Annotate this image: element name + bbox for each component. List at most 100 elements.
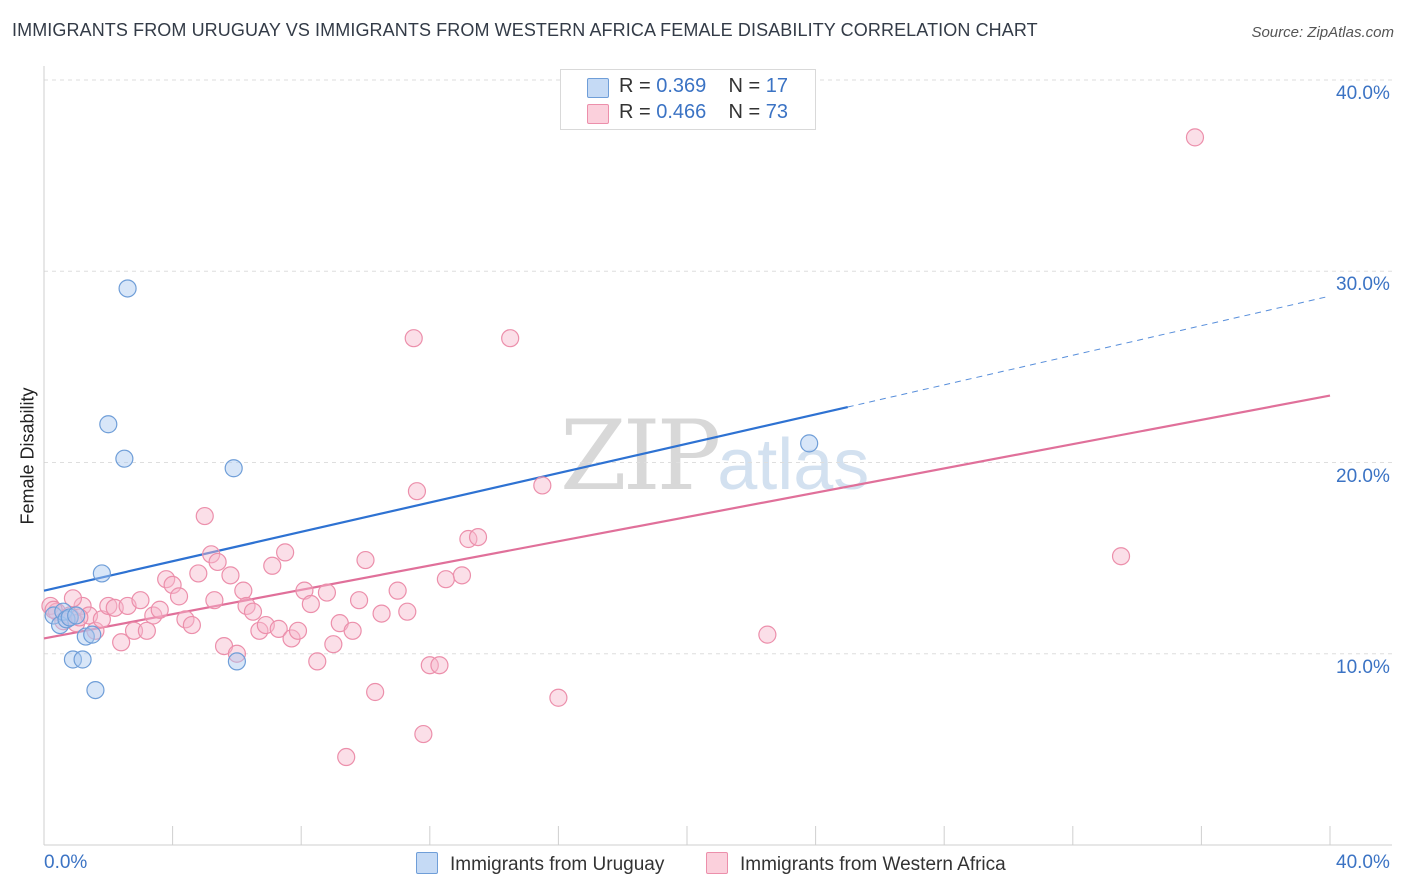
point-western-africa-17 [150, 600, 169, 619]
point-western-africa-45 [324, 635, 343, 654]
n-value-uruguay: 17 [765, 75, 789, 97]
point-western-africa-9 [99, 596, 118, 616]
n-value-western-africa: 73 [765, 101, 789, 123]
point-western-africa-31 [234, 581, 253, 600]
bottom-legend-label-western-africa: Immigrants from Western Africa [740, 854, 1006, 875]
legend-swatch-western-africa [587, 104, 609, 124]
point-uruguay-14 [118, 279, 137, 298]
watermark-atlas: atlas [717, 425, 870, 505]
bottom-legend-swatch-western-africa [706, 852, 728, 874]
point-uruguay-3 [57, 610, 76, 629]
point-western-africa-49 [349, 591, 369, 610]
point-western-africa-61 [452, 566, 472, 585]
point-uruguay-7 [73, 650, 92, 669]
point-western-africa-64 [501, 329, 520, 348]
source-label: Source: ZipAtlas.com [1251, 24, 1394, 41]
point-uruguay-6 [67, 606, 86, 625]
point-western-africa-68 [1111, 547, 1131, 566]
point-western-africa-29 [221, 566, 240, 585]
point-western-africa-58 [420, 656, 439, 675]
r-label: R = [619, 75, 651, 97]
n-label: N = [728, 75, 761, 97]
point-western-africa-48 [343, 621, 362, 640]
point-uruguay-15 [224, 459, 243, 478]
point-western-africa-52 [372, 604, 391, 623]
point-western-africa-57 [414, 724, 433, 744]
point-western-africa-13 [124, 621, 144, 640]
trend-line-1 [43, 394, 1331, 640]
point-western-africa-42 [301, 594, 320, 614]
y-tick-label-1: 20.0% [1336, 465, 1390, 487]
point-western-africa-26 [205, 591, 224, 610]
point-uruguay-8 [76, 627, 95, 646]
point-uruguay-16 [227, 652, 246, 671]
axes [43, 66, 1392, 846]
point-western-africa-43 [308, 652, 327, 671]
r-value-uruguay: 0.369 [656, 75, 707, 97]
point-western-africa-54 [398, 602, 417, 621]
correlation-legend: R = 0.369 N = 17 R = 0.466 N = 73 [560, 69, 816, 130]
point-western-africa-65 [533, 476, 552, 495]
y-tick-label-3: 40.0% [1336, 83, 1390, 104]
watermark-zip: ZIP [560, 400, 721, 512]
point-western-africa-51 [366, 682, 385, 702]
point-western-africa-15 [137, 621, 156, 640]
point-western-africa-47 [337, 747, 356, 767]
point-western-africa-60 [436, 570, 455, 589]
point-western-africa-11 [112, 633, 131, 652]
point-western-africa-59 [430, 656, 449, 675]
point-western-africa-36 [263, 556, 282, 575]
gridlines [44, 79, 1392, 655]
point-western-africa-30 [227, 644, 246, 663]
point-western-africa-69 [1185, 128, 1205, 147]
data-points [41, 128, 1205, 767]
trend-line-extension-0 [847, 295, 1331, 408]
point-western-africa-40 [288, 621, 308, 640]
point-western-africa-44 [317, 583, 337, 602]
y-tick-label-2: 30.0% [1336, 274, 1390, 296]
watermark: ZIPatlas [560, 400, 869, 512]
point-uruguay-4 [60, 608, 79, 627]
legend-swatch-uruguay [587, 78, 609, 98]
point-western-africa-20 [169, 587, 189, 606]
point-western-africa-23 [189, 564, 208, 583]
r-value-western-africa: 0.466 [656, 101, 707, 123]
bottom-legend-label-uruguay: Immigrants from Uruguay [450, 854, 665, 875]
chart-title: IMMIGRANTS FROM URUGUAY VS IMMIGRANTS FR… [12, 20, 1038, 40]
y-tick-label-0: 10.0% [1336, 656, 1390, 678]
point-western-africa-37 [269, 619, 288, 638]
legend-text-uruguay: R = 0.369 N = 17 [619, 75, 788, 98]
point-western-africa-66 [549, 688, 568, 707]
point-uruguay-13 [115, 449, 134, 468]
point-western-africa-33 [243, 602, 263, 621]
point-western-africa-14 [131, 591, 150, 610]
bottom-legend-swatch-uruguay [416, 852, 438, 874]
r-label: R = [619, 101, 651, 123]
n-label: N = [728, 101, 761, 123]
point-western-africa-27 [208, 552, 227, 572]
point-western-africa-55 [404, 329, 423, 348]
x-tick-label-min: 0.0% [44, 852, 88, 873]
point-uruguay-10 [86, 680, 105, 700]
trend-lines [43, 295, 1331, 640]
point-uruguay-12 [99, 415, 118, 434]
point-western-africa-22 [182, 615, 201, 635]
point-western-africa-19 [163, 575, 182, 595]
point-western-africa-38 [276, 543, 295, 562]
point-western-africa-63 [468, 527, 488, 547]
point-western-africa-71 [63, 589, 83, 608]
point-western-africa-5 [73, 596, 92, 616]
point-uruguay-17 [800, 434, 819, 453]
point-western-africa-24 [195, 506, 214, 526]
bottom-legend-western-africa: Immigrants from Western Africa [706, 852, 1006, 876]
trend-line-0 [43, 405, 848, 592]
bottom-legend-uruguay: Immigrants from Uruguay [416, 852, 664, 876]
point-western-africa-53 [388, 581, 407, 600]
point-western-africa-50 [356, 550, 375, 570]
point-western-africa-56 [407, 482, 427, 501]
point-uruguay-5 [63, 650, 83, 669]
x-tick-label-max: 40.0% [1336, 852, 1390, 873]
point-uruguay-9 [83, 625, 102, 644]
legend-text-western-africa: R = 0.466 N = 73 [619, 101, 788, 124]
